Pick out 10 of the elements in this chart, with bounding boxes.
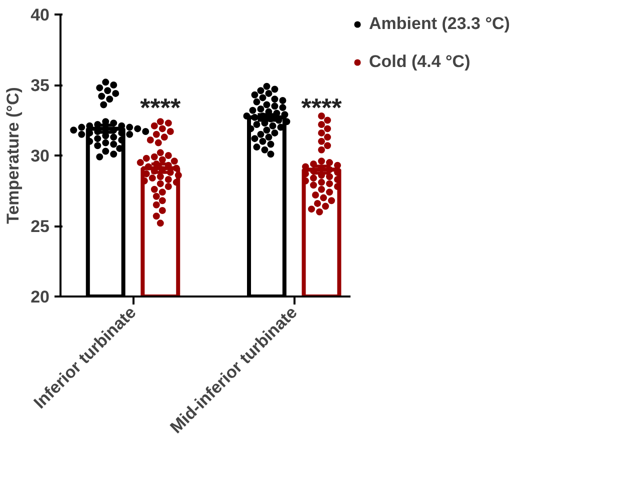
y-tick-label: 25	[30, 217, 50, 236]
legend-label: Ambient (23.3 °C)	[369, 14, 510, 34]
y-tick-label: 35	[30, 76, 50, 95]
y-tick-label: 40	[30, 6, 50, 24]
annotation: ****	[140, 92, 182, 123]
y-axis-title: Temperature (°C)	[4, 87, 23, 224]
y-tick-label: 30	[30, 146, 50, 166]
y-tick-label: 20	[30, 288, 50, 306]
legend-label: Cold (4.4 °C)	[369, 52, 470, 72]
annotation: ****	[301, 92, 343, 123]
